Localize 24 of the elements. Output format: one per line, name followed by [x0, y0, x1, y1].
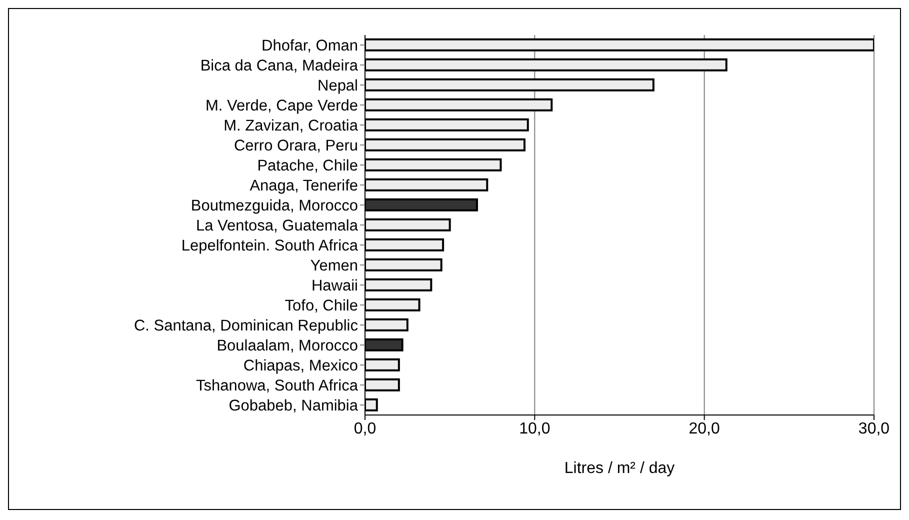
x-axis-title: Litres / m² / day [564, 460, 675, 477]
x-tick-label: 20,0 [688, 420, 720, 438]
y-tick-label: Boutmezguida, Morocco [190, 198, 358, 215]
y-tick-label: Boulaalam, Morocco [216, 338, 358, 355]
y-tick-label: C. Santana, Dominican Republic [134, 318, 358, 335]
y-tick-label: Anaga, Tenerife [250, 178, 358, 195]
y-tick-label: Cerro Orara, Peru [234, 138, 358, 155]
x-tick-label: 10,0 [519, 420, 550, 438]
y-tick-label: Gobabeb, Namibia [228, 398, 358, 415]
y-tick-label: M. Zavizan, Croatia [224, 118, 358, 135]
y-tick-label: Nepal [318, 78, 358, 95]
y-tick-label: Patache, Chile [257, 158, 358, 175]
y-tick-label: Hawaii [311, 278, 358, 295]
y-tick-label: Bica da Cana, Madeira [200, 58, 358, 75]
y-tick-label: Yemen [310, 258, 358, 275]
y-tick-label: Tofo, Chile [284, 298, 358, 315]
y-tick-label: Tshanowa, South Africa [196, 378, 358, 395]
x-tick-label: 0,0 [354, 420, 376, 438]
y-tick-label: Dhofar, Oman [262, 38, 358, 54]
y-tick-label: La Ventosa, Guatemala [196, 218, 358, 235]
y-tick-label: M. Verde, Cape Verde [205, 98, 358, 115]
y-tick-label: Chiapas, Mexico [243, 358, 358, 375]
x-tick-label: 30,0 [858, 420, 890, 438]
y-tick-label: Lepelfontein. South Africa [181, 238, 358, 255]
